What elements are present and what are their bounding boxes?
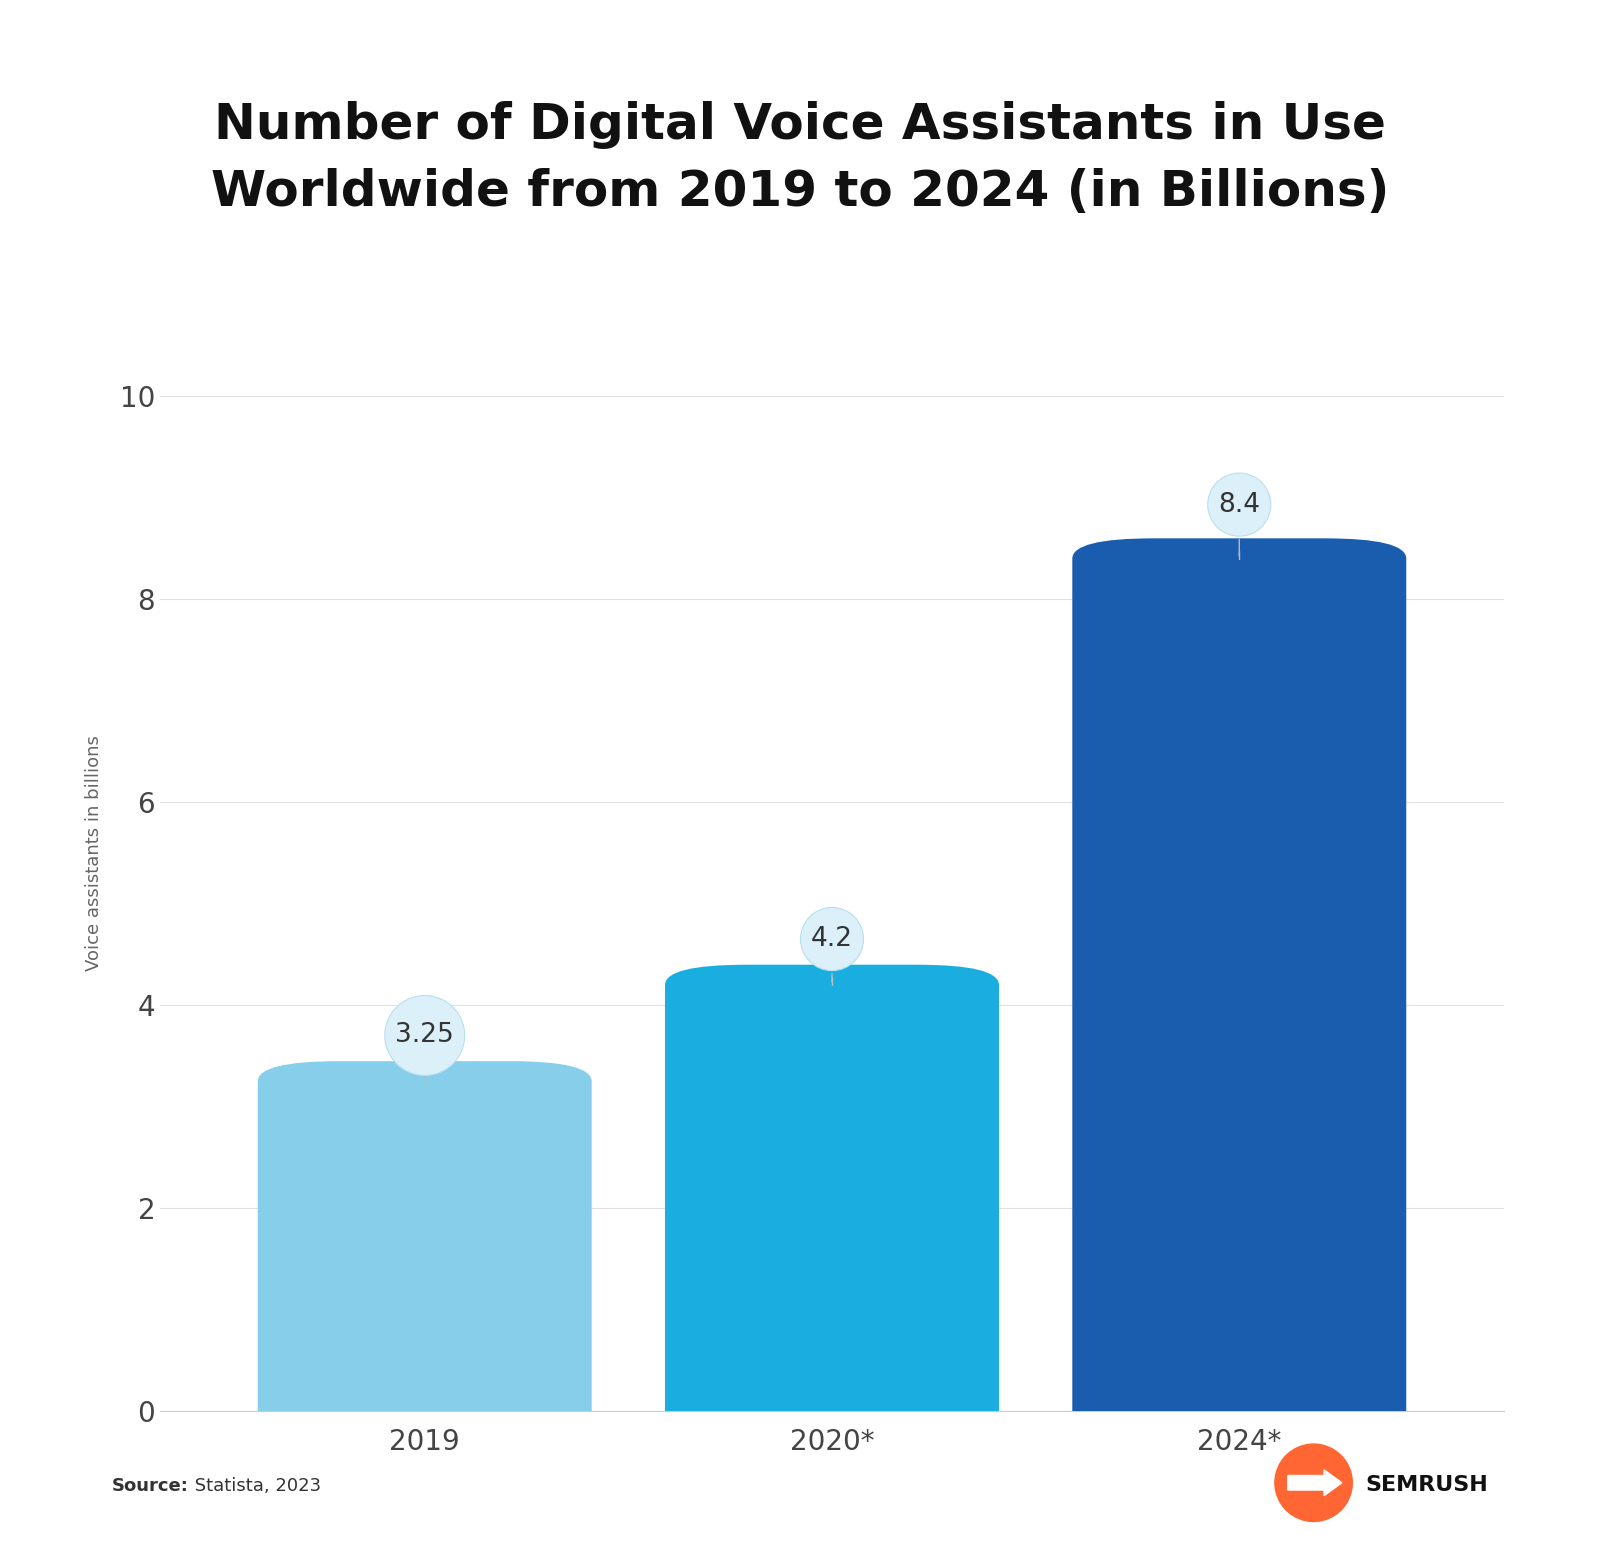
FancyArrow shape	[1288, 1470, 1342, 1495]
Y-axis label: Voice assistants in billions: Voice assistants in billions	[85, 735, 102, 971]
FancyBboxPatch shape	[666, 965, 998, 1432]
Text: 3.25: 3.25	[395, 1022, 454, 1078]
Text: Number of Digital Voice Assistants in Use
Worldwide from 2019 to 2024 (in Billio: Number of Digital Voice Assistants in Us…	[211, 101, 1389, 216]
FancyBboxPatch shape	[1072, 538, 1406, 1432]
FancyBboxPatch shape	[258, 1061, 592, 1432]
Text: SEMRUSH: SEMRUSH	[1365, 1475, 1488, 1495]
Circle shape	[1275, 1444, 1352, 1522]
Text: 4.2: 4.2	[811, 926, 853, 982]
Text: Statista, 2023: Statista, 2023	[189, 1477, 322, 1495]
Text: 8.4: 8.4	[1218, 492, 1261, 555]
Text: Source:: Source:	[112, 1477, 189, 1495]
